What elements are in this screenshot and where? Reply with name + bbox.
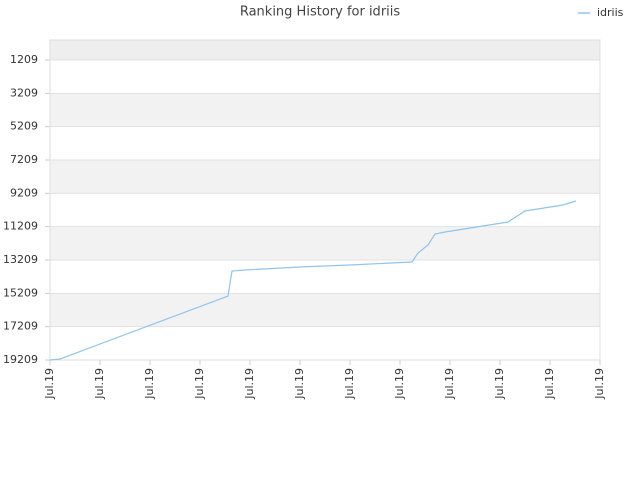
x-tick-label: Jul.19 [493, 368, 506, 400]
legend-label: idriis [597, 6, 624, 19]
y-tick-label: 3209 [10, 86, 38, 99]
y-tick-label: 1209 [10, 53, 38, 66]
x-tick-label: Jul.19 [343, 368, 356, 400]
x-tick-label: Jul.19 [543, 368, 556, 400]
line [49, 200, 577, 361]
band [50, 160, 600, 194]
y-tick-label: 15209 [3, 286, 38, 299]
x-tick-label: Jul.19 [193, 368, 206, 400]
x-tick-label: Jul.19 [393, 368, 406, 400]
y-tick-label: 5209 [10, 120, 38, 133]
x-tick-label: Jul.19 [43, 368, 56, 400]
band [50, 40, 600, 60]
x-tick-label: Jul.19 [293, 368, 306, 400]
x-tick-label: Jul.19 [593, 368, 606, 400]
x-tick-label: Jul.19 [443, 368, 456, 400]
x-tick-label: Jul.19 [143, 368, 156, 400]
y-tick-label: 19209 [3, 353, 38, 366]
band [50, 93, 600, 127]
y-tick-label: 17209 [3, 320, 38, 333]
y-tick-label: 9209 [10, 186, 38, 199]
y-tick-label: 13209 [3, 253, 38, 266]
x-tick-label: Jul.19 [93, 368, 106, 400]
x-tick-label: Jul.19 [243, 368, 256, 400]
band [50, 226, 600, 260]
chart-title: Ranking History for idriis [240, 5, 401, 20]
plot-border [49, 39, 601, 361]
y-tick-label: 7209 [10, 153, 38, 166]
band [50, 293, 600, 327]
y-tick-label: 11209 [3, 220, 38, 233]
